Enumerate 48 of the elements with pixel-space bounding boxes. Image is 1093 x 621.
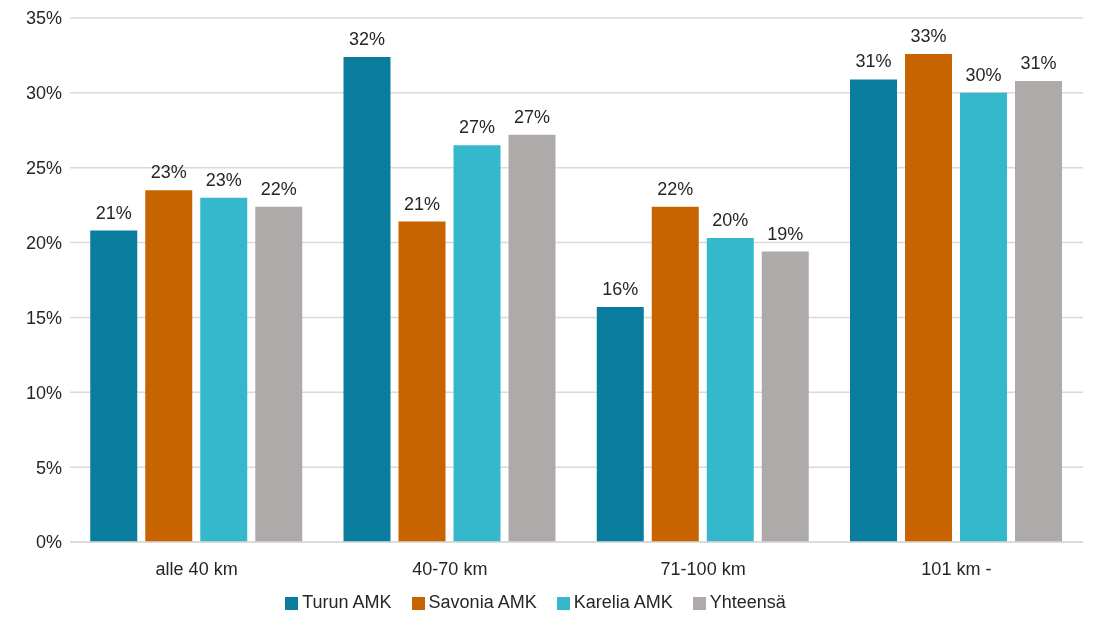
data-label: 23% xyxy=(150,162,187,183)
bar xyxy=(145,190,193,542)
bar xyxy=(960,92,1008,542)
data-label: 19% xyxy=(767,223,804,244)
x-tick-label: 101 km - xyxy=(921,558,992,579)
data-label: 21% xyxy=(403,193,441,214)
bar xyxy=(1015,80,1063,542)
data-label: 33% xyxy=(910,25,947,46)
bar xyxy=(508,134,556,542)
bar xyxy=(905,53,953,542)
data-label: 31% xyxy=(1020,52,1057,73)
data-label: 27% xyxy=(513,106,551,127)
x-tick-label: alle 40 km xyxy=(155,558,238,579)
data-label: 30% xyxy=(965,64,1002,85)
data-label: 27% xyxy=(458,117,496,138)
data-label: 32% xyxy=(348,28,386,49)
bar xyxy=(398,221,446,542)
bar xyxy=(596,306,644,542)
x-tick-label: 40-70 km xyxy=(412,558,488,579)
x-tick-label: 71-100 km xyxy=(660,558,746,579)
legend-label: Turun AMK xyxy=(302,592,392,612)
y-tick-label: 10% xyxy=(25,382,62,403)
y-tick-label: 35% xyxy=(25,8,62,29)
data-label: 22% xyxy=(260,178,297,199)
y-tick-label: 25% xyxy=(25,158,62,179)
y-tick-label: 5% xyxy=(35,457,62,478)
bar xyxy=(706,238,754,542)
bar xyxy=(850,79,898,542)
legend-label: Savonia AMK xyxy=(428,592,537,612)
data-label: 31% xyxy=(855,51,892,72)
legend-label: Yhteensä xyxy=(709,592,786,612)
y-tick-label: 15% xyxy=(25,307,62,328)
bar xyxy=(343,56,391,542)
y-tick-label: 20% xyxy=(25,232,62,253)
y-tick-label: 0% xyxy=(35,532,62,553)
data-label: 21% xyxy=(95,202,132,223)
bar xyxy=(200,197,248,542)
data-label: 22% xyxy=(657,178,694,199)
bar xyxy=(651,206,699,542)
data-label: 20% xyxy=(712,210,749,231)
bar xyxy=(90,230,138,542)
bar xyxy=(761,251,809,542)
data-label: 23% xyxy=(205,169,242,190)
bar xyxy=(453,145,501,542)
y-tick-label: 30% xyxy=(25,83,62,104)
data-label: 16% xyxy=(602,278,639,299)
bar xyxy=(255,206,303,542)
legend-label: Karelia AMK xyxy=(573,592,673,612)
